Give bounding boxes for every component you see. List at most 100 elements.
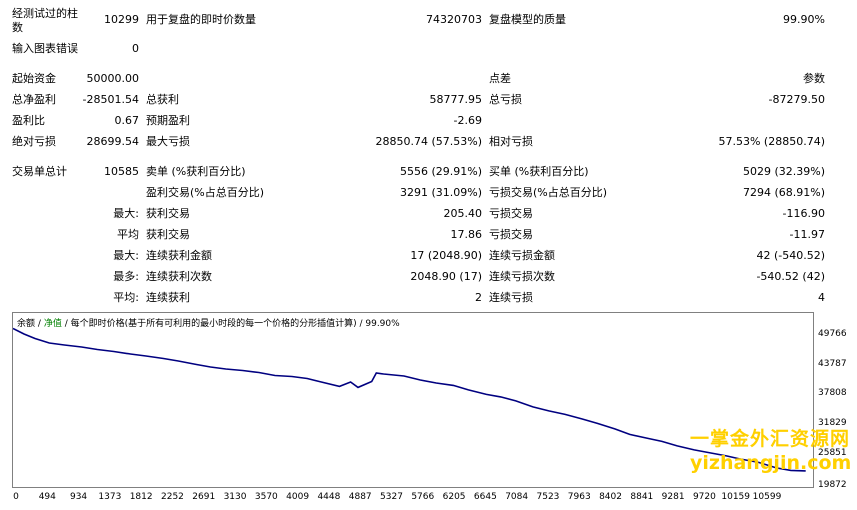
x-tick-label: 5766: [411, 492, 435, 502]
x-tick-label: 4448: [317, 492, 341, 502]
y-tick-label: 49766: [818, 328, 847, 339]
largest-label: 最大:: [113, 207, 139, 220]
max-consec-loss-value: -540.52 (42): [756, 270, 825, 283]
max-consec-profit-label: 连续获利次数: [146, 270, 212, 283]
avg-profit-label: 获利交易: [146, 228, 190, 241]
y-tick-label: 43787: [818, 358, 847, 369]
x-tick-label: 1812: [129, 492, 153, 502]
avg-profit-value: 17.86: [450, 228, 483, 241]
avg-loss-label: 亏损交易: [489, 228, 533, 241]
chart-header: 余额 / 净值 / 每个即时价格(基于所有可利用的最小时段的每一个价格的分形插值…: [17, 316, 400, 329]
max-consec-wins-label: 连续获利金额: [146, 249, 212, 262]
x-tick-label: 7084: [505, 492, 529, 502]
x-tick-label: 7963: [567, 492, 591, 502]
total-trades-value: 10585: [104, 165, 139, 178]
balance-chart: 余额 / 净值 / 每个即时价格(基于所有可利用的最小时段的每一个价格的分形插值…: [12, 312, 814, 488]
largest-profit-label: 获利交易: [146, 207, 190, 220]
x-tick-label: 10159: [721, 492, 751, 502]
deposit-label: 起始资金: [12, 72, 56, 85]
max-dd-value: 28850.74 (57.53%): [375, 135, 482, 148]
gross-profit-value: 58777.95: [429, 93, 483, 106]
avg-consec-wins-label: 连续获利: [146, 291, 190, 304]
profit-trades-value: 3291 (31.09%): [399, 186, 482, 199]
x-tick-label: 9720: [692, 492, 716, 502]
watermark-url: yizhangjin.com: [690, 452, 852, 474]
deposit-value: 50000.00: [86, 72, 140, 85]
expected-payoff-value: -2.69: [453, 114, 482, 127]
x-tick-label: 494: [38, 492, 56, 502]
report-table: 经测试过的柱数 10299 用于复盘的即时价数量 74320703 复盘模型的质…: [12, 7, 825, 304]
loss-trades-label: 亏损交易(%占总百分比): [489, 186, 608, 199]
largest-loss-label: 亏损交易: [489, 207, 533, 220]
watermark-title: 一掌金外汇资源网: [690, 428, 851, 450]
x-tick-label: 9281: [661, 492, 685, 502]
y-axis: 49766 43787 37808 31829 25851 19872: [814, 312, 857, 490]
ticks-label: 用于复盘的即时价数量: [146, 13, 256, 26]
max-consec-label: 最大:: [113, 249, 139, 262]
net-profit-value: -28501.54: [82, 93, 139, 106]
max-dd-label: 最大亏损: [146, 135, 190, 148]
avg-consec-losses-value: 4: [818, 291, 825, 304]
bars-label: 经测试过的柱数: [12, 7, 78, 34]
gross-loss-value: -87279.50: [768, 93, 825, 106]
loss-trades-value: 7294 (68.91%): [742, 186, 825, 199]
max-consec-loss-label: 连续亏损次数: [489, 270, 555, 283]
max-consec-losses-value: 42 (-540.52): [756, 249, 825, 262]
x-tick-label: 2252: [161, 492, 184, 502]
chart-header-equity: 净值: [43, 319, 62, 329]
chart-header-rest: / 每个即时价格(基于所有可利用的最小时段的每一个价格的分形插值计算) / 99…: [64, 319, 400, 329]
gross-loss-label: 总亏损: [489, 93, 522, 106]
profit-factor-value: 0.67: [114, 114, 140, 127]
x-tick-label: 1373: [98, 492, 122, 502]
bars-value: 10299: [104, 13, 139, 26]
long-trades-label: 买单 (%获利百分比): [489, 165, 589, 178]
quality-label: 复盘模型的质量: [489, 13, 566, 26]
short-trades-value: 5556 (29.91%): [399, 165, 482, 178]
y-tick-label: 37808: [818, 388, 847, 399]
x-tick-label: 5327: [380, 492, 403, 502]
average2-label: 平均:: [113, 291, 139, 304]
profit-trades-label: 盈利交易(%占总百分比): [146, 186, 265, 199]
net-profit-label: 总净盈利: [12, 93, 56, 106]
max-consec-wins-value: 17 (2048.90): [410, 249, 482, 262]
avg-consec-wins-value: 2: [475, 291, 482, 304]
gross-profit-label: 总获利: [146, 93, 179, 106]
x-axis: 0 494 934 1373 1812 2252 2691 3130 3570 4009 4448 4…: [0, 489, 857, 509]
ticks-value: 74320703: [426, 13, 482, 26]
rel-dd-label: 相对亏损: [489, 135, 533, 148]
total-trades-label: 交易单总计: [12, 165, 67, 178]
abs-dd-label: 绝对亏损: [12, 135, 56, 148]
largest-profit-value: 205.40: [443, 207, 483, 220]
x-tick-label: 2691: [192, 492, 216, 502]
spread-value: 参数: [803, 72, 825, 85]
chart-header-sep: /: [37, 319, 41, 329]
rel-dd-value: 57.53% (28850.74): [718, 135, 825, 148]
x-tick-label: 8402: [599, 492, 622, 502]
quality-value: 99.90%: [783, 13, 825, 26]
x-tick-label: 3130: [223, 492, 247, 502]
x-tick-label: 934: [69, 492, 88, 502]
long-trades-value: 5029 (32.39%): [742, 165, 825, 178]
balance-chart-svg: [13, 327, 806, 472]
y-tick-label: 19872: [818, 480, 847, 490]
profit-factor-label: 盈利比: [12, 114, 45, 127]
largest-loss-value: -116.90: [782, 207, 825, 220]
balance-series-line: [13, 327, 806, 472]
x-tick-label: 0: [13, 492, 19, 502]
x-tick-label: 10599: [752, 492, 782, 502]
errors-label: 输入图表错误: [12, 42, 78, 55]
short-trades-label: 卖单 (%获利百分比): [146, 165, 246, 178]
x-tick-label: 3570: [254, 492, 278, 502]
expected-payoff-label: 预期盈利: [146, 114, 190, 127]
max-consec-profit-value: 2048.90 (17): [410, 270, 482, 283]
average-label: 平均: [117, 228, 139, 241]
avg-loss-value: -11.97: [789, 228, 825, 241]
y-tick-label: 25851: [818, 448, 847, 459]
max-consec-losses-label: 连续亏损金额: [489, 249, 555, 262]
y-tick-label: 31829: [818, 418, 847, 429]
errors-value: 0: [132, 42, 139, 55]
x-tick-label: 6205: [442, 492, 466, 502]
spread-label: 点差: [489, 72, 511, 85]
x-tick-label: 7523: [536, 492, 560, 502]
most-label: 最多:: [113, 270, 139, 283]
